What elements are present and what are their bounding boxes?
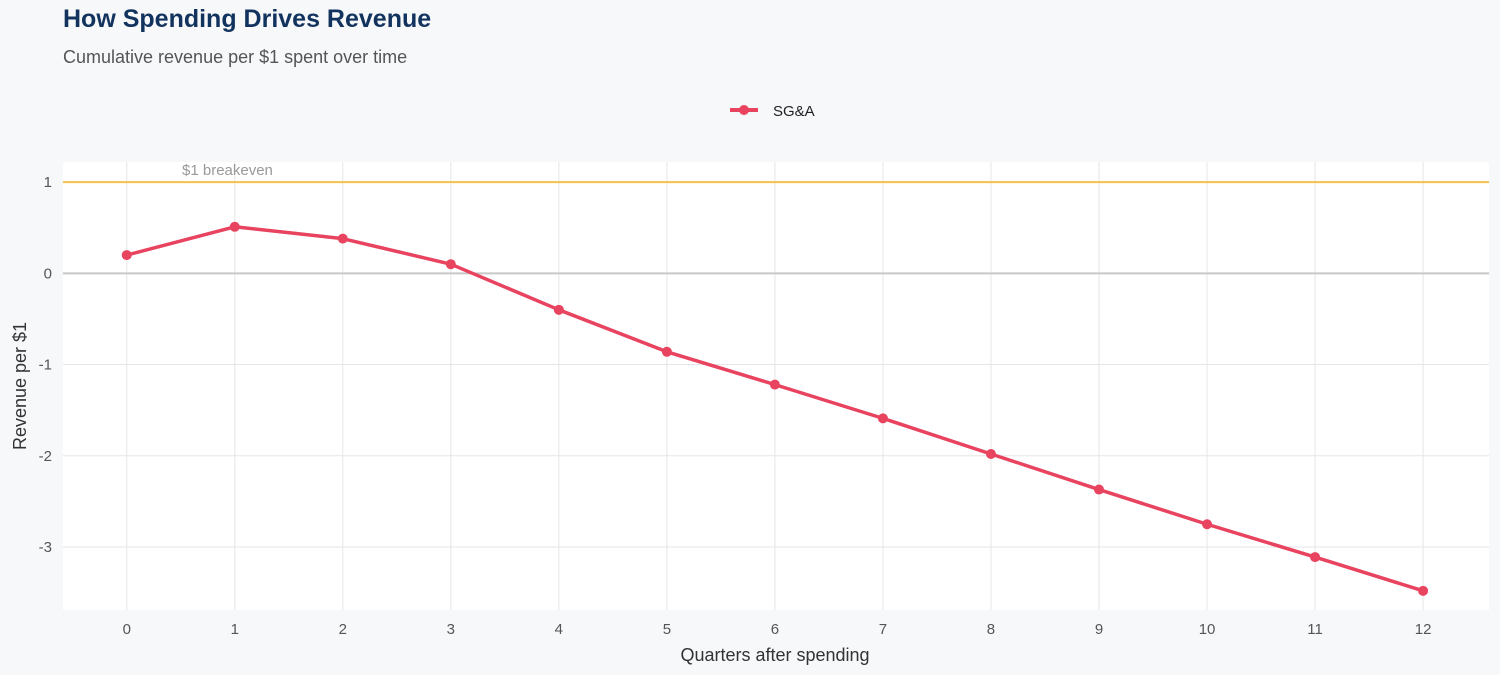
- x-tick-label: 10: [1199, 621, 1216, 638]
- x-tick-label: 11: [1307, 621, 1323, 638]
- data-point: [661, 346, 672, 357]
- data-point: [1418, 585, 1429, 596]
- legend-label: SG&A: [773, 103, 815, 120]
- x-tick-label: 0: [123, 621, 131, 638]
- data-point: [769, 379, 780, 390]
- x-tick-label: 4: [555, 621, 563, 638]
- legend-marker-icon: [739, 105, 749, 115]
- data-point: [1202, 519, 1213, 530]
- chart-title: How Spending Drives Revenue: [63, 5, 432, 33]
- x-tick-label: 6: [771, 621, 779, 638]
- data-point: [229, 221, 240, 232]
- chart-subtitle: Cumulative revenue per $1 spent over tim…: [63, 47, 408, 67]
- x-tick-label: 1: [231, 621, 239, 638]
- x-tick-label: 7: [879, 621, 887, 638]
- x-tick-label: 2: [339, 621, 347, 638]
- data-point: [121, 250, 132, 261]
- x-tick-label: 8: [987, 621, 995, 638]
- x-axis-label: Quarters after spending: [680, 645, 869, 665]
- y-tick-label: -3: [39, 539, 52, 556]
- data-point: [337, 233, 348, 244]
- data-point: [1094, 484, 1105, 495]
- data-point: [445, 259, 456, 270]
- data-point: [877, 413, 888, 424]
- data-point: [1310, 552, 1321, 563]
- x-tick-label: 12: [1415, 621, 1432, 638]
- data-point: [553, 304, 564, 315]
- y-axis-label: Revenue per $1: [10, 322, 30, 450]
- legend: SG&A: [730, 103, 815, 120]
- y-tick-label: -2: [39, 448, 52, 465]
- y-tick-label: -1: [39, 357, 52, 374]
- x-tick-label: 9: [1095, 621, 1103, 638]
- breakeven-label: $1 breakeven: [182, 162, 273, 179]
- y-tick-label: 1: [44, 174, 52, 191]
- y-tick-label: 0: [44, 265, 52, 282]
- data-point: [985, 448, 996, 459]
- x-tick-label: 3: [447, 621, 455, 638]
- x-tick-label: 5: [663, 621, 671, 638]
